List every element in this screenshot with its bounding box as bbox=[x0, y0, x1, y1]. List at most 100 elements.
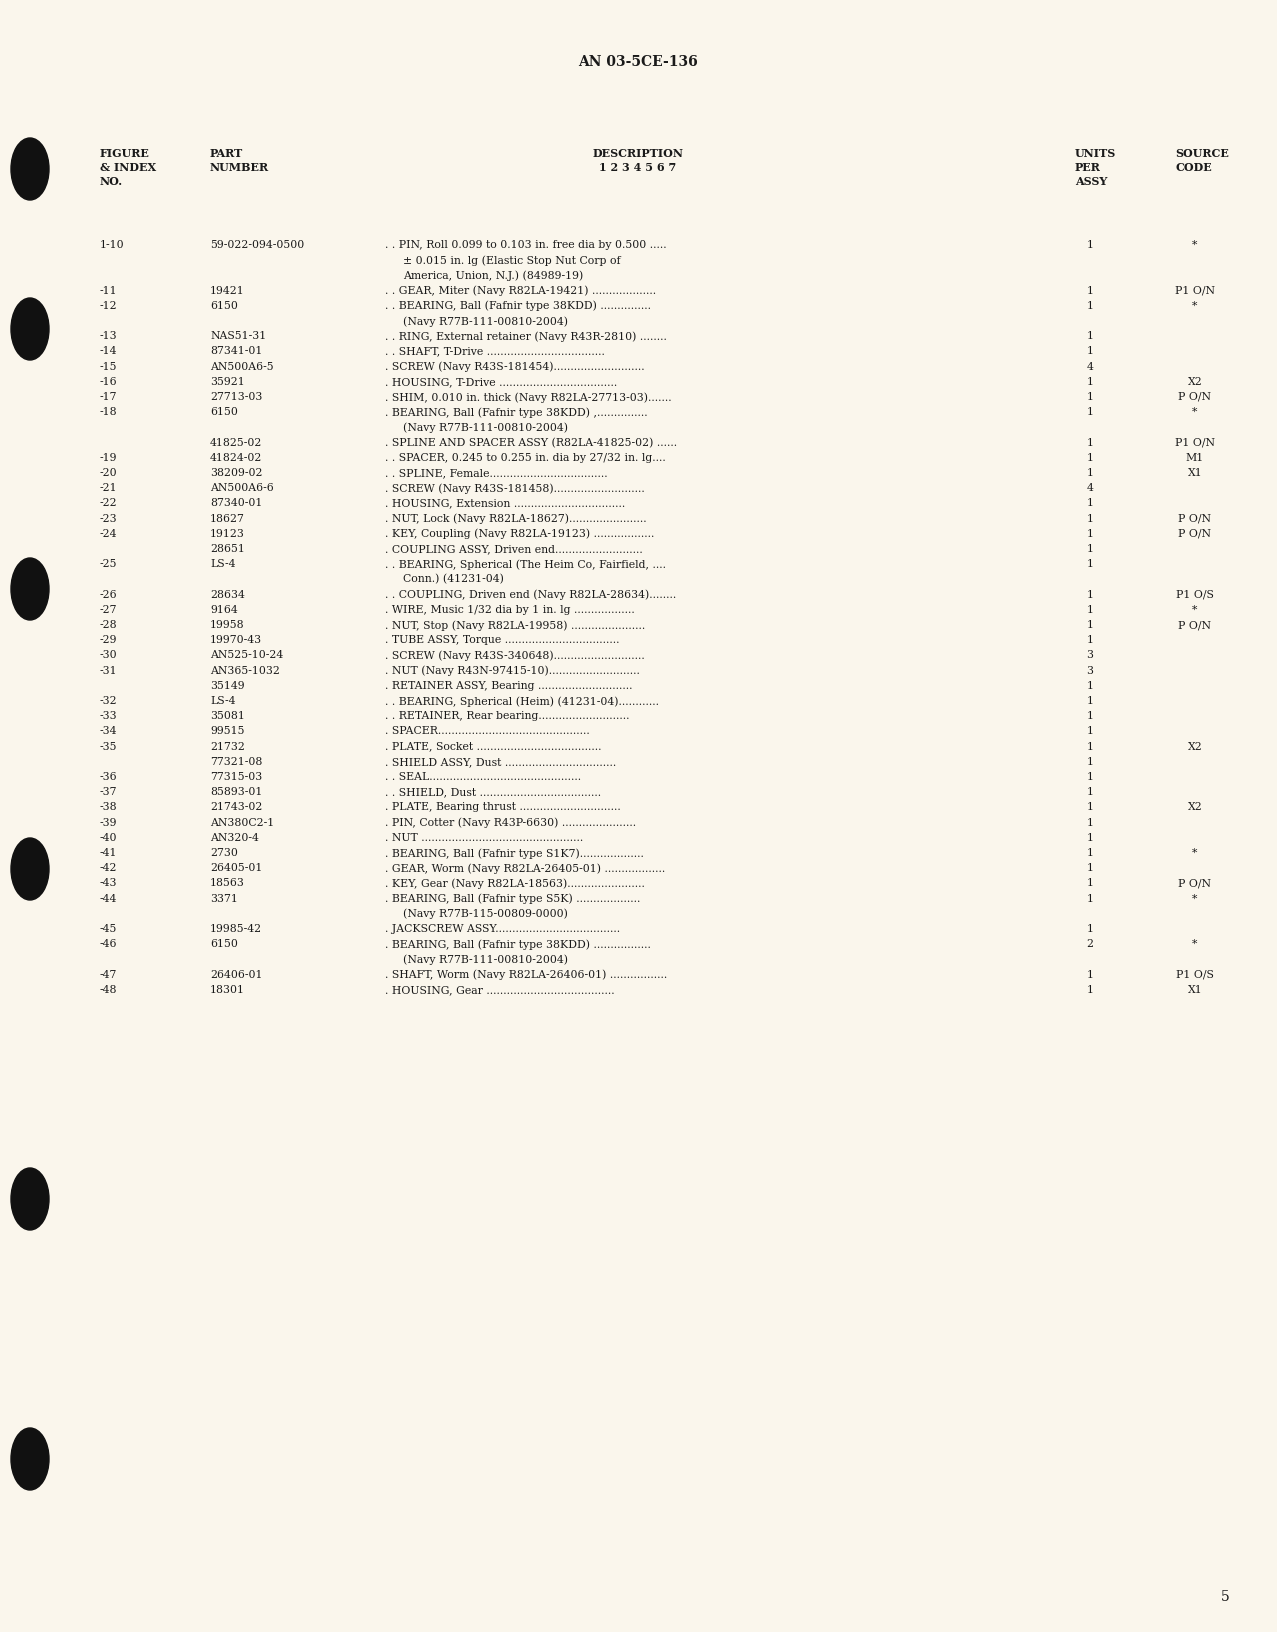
Text: . . SPLINE, Female...................................: . . SPLINE, Female......................… bbox=[384, 468, 608, 478]
Text: 19421: 19421 bbox=[209, 286, 245, 295]
Text: . COUPLING ASSY, Driven end..........................: . COUPLING ASSY, Driven end.............… bbox=[384, 543, 642, 553]
Text: AN525-10-24: AN525-10-24 bbox=[209, 650, 283, 659]
Text: 21732: 21732 bbox=[209, 741, 245, 751]
Text: -31: -31 bbox=[100, 666, 117, 676]
Text: AN365-1032: AN365-1032 bbox=[209, 666, 280, 676]
Text: . GEAR, Worm (Navy R82LA-26405-01) ..................: . GEAR, Worm (Navy R82LA-26405-01) .....… bbox=[384, 863, 665, 873]
Ellipse shape bbox=[11, 299, 49, 361]
Text: . HOUSING, T-Drive ...................................: . HOUSING, T-Drive .....................… bbox=[384, 377, 617, 387]
Text: 6150: 6150 bbox=[209, 938, 238, 948]
Text: 28634: 28634 bbox=[209, 589, 245, 599]
Text: . SCREW (Navy R43S-181458)...........................: . SCREW (Navy R43S-181458)..............… bbox=[384, 483, 645, 493]
Text: PART: PART bbox=[209, 149, 243, 158]
Text: 4: 4 bbox=[1087, 361, 1093, 372]
Text: . BEARING, Ball (Fafnir type S5K) ...................: . BEARING, Ball (Fafnir type S5K) ......… bbox=[384, 893, 640, 904]
Text: -23: -23 bbox=[100, 514, 117, 524]
Text: 26405-01: 26405-01 bbox=[209, 863, 262, 873]
Text: 1: 1 bbox=[1087, 787, 1093, 796]
Text: 1: 1 bbox=[1087, 878, 1093, 888]
Text: (Navy R77B-111-00810-2004): (Navy R77B-111-00810-2004) bbox=[404, 317, 568, 326]
Text: 1: 1 bbox=[1087, 969, 1093, 979]
Text: P O/N: P O/N bbox=[1179, 529, 1212, 539]
Text: 1: 1 bbox=[1087, 558, 1093, 570]
Text: 1: 1 bbox=[1087, 863, 1093, 873]
Text: -39: -39 bbox=[100, 818, 117, 827]
Text: 1: 1 bbox=[1087, 468, 1093, 478]
Text: 1: 1 bbox=[1087, 801, 1093, 811]
Text: -46: -46 bbox=[100, 938, 117, 948]
Text: . BEARING, Ball (Fafnir type S1K7)...................: . BEARING, Ball (Fafnir type S1K7)......… bbox=[384, 847, 644, 858]
Text: P O/N: P O/N bbox=[1179, 514, 1212, 524]
Text: 5: 5 bbox=[1221, 1590, 1230, 1603]
Text: 1: 1 bbox=[1087, 712, 1093, 721]
Text: . . GEAR, Miter (Navy R82LA-19421) ...................: . . GEAR, Miter (Navy R82LA-19421) .....… bbox=[384, 286, 656, 295]
Text: 87340-01: 87340-01 bbox=[209, 498, 262, 508]
Text: (Navy R77B-115-00809-0000): (Navy R77B-115-00809-0000) bbox=[404, 909, 568, 919]
Text: . RETAINER ASSY, Bearing ............................: . RETAINER ASSY, Bearing ...............… bbox=[384, 681, 632, 690]
Text: . PIN, Cotter (Navy R43P-6630) ......................: . PIN, Cotter (Navy R43P-6630) .........… bbox=[384, 818, 636, 827]
Text: America, Union, N.J.) (84989-19): America, Union, N.J.) (84989-19) bbox=[404, 271, 584, 281]
Text: . SPLINE AND SPACER ASSY (R82LA-41825-02) ......: . SPLINE AND SPACER ASSY (R82LA-41825-02… bbox=[384, 437, 677, 447]
Text: 1: 1 bbox=[1087, 832, 1093, 842]
Text: 19985-42: 19985-42 bbox=[209, 924, 262, 934]
Text: -27: -27 bbox=[100, 604, 117, 614]
Text: 1: 1 bbox=[1087, 756, 1093, 767]
Text: -40: -40 bbox=[100, 832, 117, 842]
Text: 19958: 19958 bbox=[209, 620, 245, 630]
Text: ± 0.015 in. lg (Elastic Stop Nut Corp of: ± 0.015 in. lg (Elastic Stop Nut Corp of bbox=[404, 255, 621, 266]
Text: AN500A6-5: AN500A6-5 bbox=[209, 361, 273, 372]
Text: 1: 1 bbox=[1087, 346, 1093, 356]
Text: . . SEAL.............................................: . . SEAL................................… bbox=[384, 772, 581, 782]
Text: 1: 1 bbox=[1087, 635, 1093, 645]
Text: X2: X2 bbox=[1188, 741, 1203, 751]
Text: 3: 3 bbox=[1087, 650, 1093, 659]
Text: NUMBER: NUMBER bbox=[209, 162, 269, 173]
Text: 1: 1 bbox=[1087, 300, 1093, 310]
Text: LS-4: LS-4 bbox=[209, 558, 235, 570]
Text: 1: 1 bbox=[1087, 331, 1093, 341]
Text: 1: 1 bbox=[1087, 498, 1093, 508]
Text: 1: 1 bbox=[1087, 924, 1093, 934]
Text: X2: X2 bbox=[1188, 801, 1203, 811]
Text: . . SPACER, 0.245 to 0.255 in. dia by 27/32 in. lg....: . . SPACER, 0.245 to 0.255 in. dia by 27… bbox=[384, 452, 665, 462]
Ellipse shape bbox=[11, 1428, 49, 1490]
Text: -11: -11 bbox=[100, 286, 117, 295]
Ellipse shape bbox=[11, 558, 49, 620]
Text: 19970-43: 19970-43 bbox=[209, 635, 262, 645]
Text: 21743-02: 21743-02 bbox=[209, 801, 262, 811]
Text: *: * bbox=[1193, 300, 1198, 310]
Text: . KEY, Gear (Navy R82LA-18563).......................: . KEY, Gear (Navy R82LA-18563)..........… bbox=[384, 878, 645, 888]
Text: 1: 1 bbox=[1087, 847, 1093, 857]
Text: 1: 1 bbox=[1087, 406, 1093, 416]
Text: -37: -37 bbox=[100, 787, 117, 796]
Text: . JACKSCREW ASSY.....................................: . JACKSCREW ASSY........................… bbox=[384, 924, 621, 934]
Text: 1: 1 bbox=[1087, 741, 1093, 751]
Text: 1: 1 bbox=[1087, 726, 1093, 736]
Text: P O/N: P O/N bbox=[1179, 878, 1212, 888]
Text: P1 O/N: P1 O/N bbox=[1175, 286, 1214, 295]
Text: 1: 1 bbox=[1087, 604, 1093, 614]
Text: -29: -29 bbox=[100, 635, 117, 645]
Text: -26: -26 bbox=[100, 589, 117, 599]
Text: . TUBE ASSY, Torque ..................................: . TUBE ASSY, Torque ....................… bbox=[384, 635, 619, 645]
Text: -15: -15 bbox=[100, 361, 117, 372]
Text: 1: 1 bbox=[1087, 543, 1093, 553]
Text: -30: -30 bbox=[100, 650, 117, 659]
Text: 6150: 6150 bbox=[209, 406, 238, 416]
Text: -38: -38 bbox=[100, 801, 117, 811]
Text: -20: -20 bbox=[100, 468, 117, 478]
Text: . SHIM, 0.010 in. thick (Navy R82LA-27713-03).......: . SHIM, 0.010 in. thick (Navy R82LA-2771… bbox=[384, 392, 672, 403]
Text: 77315-03: 77315-03 bbox=[209, 772, 262, 782]
Text: 1: 1 bbox=[1087, 392, 1093, 401]
Text: 26406-01: 26406-01 bbox=[209, 969, 263, 979]
Text: -12: -12 bbox=[100, 300, 117, 310]
Text: . NUT (Navy R43N-97415-10)...........................: . NUT (Navy R43N-97415-10)..............… bbox=[384, 666, 640, 676]
Text: . BEARING, Ball (Fafnir type 38KDD) ,...............: . BEARING, Ball (Fafnir type 38KDD) ,...… bbox=[384, 406, 647, 418]
Text: 4: 4 bbox=[1087, 483, 1093, 493]
Text: -24: -24 bbox=[100, 529, 117, 539]
Text: AN 03-5CE-136: AN 03-5CE-136 bbox=[578, 55, 697, 69]
Text: Conn.) (41231-04): Conn.) (41231-04) bbox=[404, 574, 504, 584]
Text: -14: -14 bbox=[100, 346, 117, 356]
Text: 1: 1 bbox=[1087, 589, 1093, 599]
Text: -43: -43 bbox=[100, 878, 117, 888]
